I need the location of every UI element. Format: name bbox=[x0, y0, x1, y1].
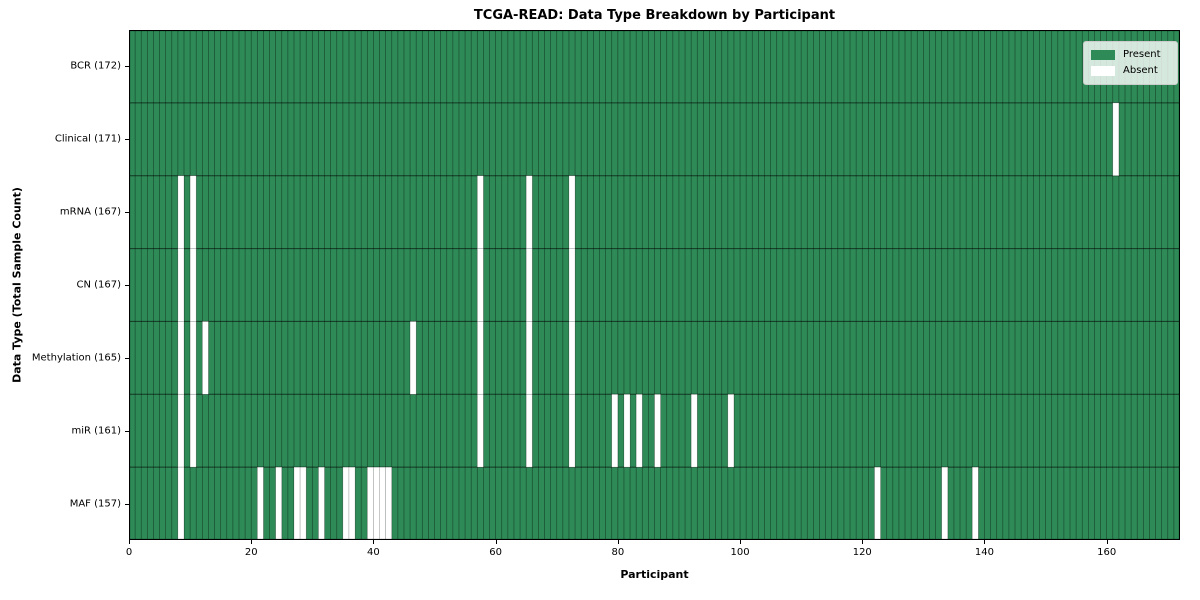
x-tick-mark bbox=[495, 540, 497, 544]
absent-cell-mRNA-57 bbox=[476, 175, 484, 249]
y-tick-label-mRNA: mRNA (167) bbox=[59, 206, 121, 218]
legend-label-present: Present bbox=[1123, 49, 1161, 60]
absent-cell-miR-83 bbox=[635, 393, 643, 468]
y-tick-label-BCR: BCR (172) bbox=[70, 60, 121, 72]
x-tick-mark bbox=[862, 540, 864, 544]
absent-cell-MAF-27 bbox=[293, 466, 301, 540]
absent-cell-Methylation-72 bbox=[568, 321, 576, 395]
x-tick-label-0: 0 bbox=[125, 547, 133, 558]
absent-cell-CN-10 bbox=[189, 248, 197, 322]
absent-swatch bbox=[1091, 66, 1115, 76]
absent-cell-miR-8 bbox=[177, 393, 185, 468]
x-axis-label: Participant bbox=[620, 568, 689, 581]
x-tick-mark bbox=[1106, 540, 1108, 544]
absent-cell-miR-10 bbox=[189, 393, 197, 468]
y-tick-label-CN: CN (167) bbox=[76, 279, 121, 291]
legend-item-absent: Absent bbox=[1091, 63, 1170, 79]
absent-cell-MAF-39 bbox=[366, 466, 374, 540]
heatmap-plot bbox=[129, 30, 1180, 540]
absent-cell-mRNA-10 bbox=[189, 175, 197, 249]
absent-cell-Methylation-8 bbox=[177, 321, 185, 395]
absent-cell-MAF-41 bbox=[379, 466, 386, 540]
x-tick-label-160: 160 bbox=[1097, 547, 1117, 558]
x-tick-mark bbox=[373, 540, 375, 544]
absent-cell-Methylation-65 bbox=[525, 321, 533, 395]
absent-cell-MAF-122 bbox=[874, 466, 881, 540]
absent-cell-miR-57 bbox=[476, 393, 484, 468]
absent-cell-miR-79 bbox=[611, 393, 619, 468]
x-tick-mark bbox=[984, 540, 986, 544]
absent-cell-miR-86 bbox=[654, 393, 661, 468]
x-tick-label-140: 140 bbox=[974, 547, 994, 558]
absent-cell-MAF-28 bbox=[299, 466, 307, 540]
x-tick-label-80: 80 bbox=[611, 547, 625, 558]
chart-title: TCGA-READ: Data Type Breakdown by Partic… bbox=[473, 8, 836, 23]
absent-cell-MAF-138 bbox=[971, 466, 979, 540]
x-tick-label-60: 60 bbox=[489, 547, 502, 558]
x-tick-label-40: 40 bbox=[367, 547, 380, 558]
y-axis-label: Data Type (Total Sample Count) bbox=[10, 187, 24, 383]
y-tick-label-Clinical: Clinical (171) bbox=[54, 133, 121, 145]
absent-cell-miR-92 bbox=[690, 393, 698, 468]
y-tick-label-miR: miR (161) bbox=[71, 425, 121, 437]
x-tick-mark bbox=[740, 540, 742, 544]
absent-cell-CN-65 bbox=[525, 248, 533, 322]
absent-cell-MAF-36 bbox=[348, 466, 356, 540]
absent-cell-miR-81 bbox=[623, 393, 631, 468]
x-tick-label-120: 120 bbox=[852, 547, 872, 558]
absent-cell-miR-72 bbox=[568, 393, 576, 468]
absent-cell-mRNA-65 bbox=[525, 175, 533, 249]
absent-cell-MAF-35 bbox=[342, 466, 350, 540]
absent-cell-MAF-40 bbox=[373, 466, 380, 540]
x-tick-label-20: 20 bbox=[244, 547, 258, 558]
absent-cell-Methylation-10 bbox=[189, 321, 197, 395]
absent-cell-MAF-42 bbox=[385, 466, 393, 540]
absent-cell-MAF-8 bbox=[177, 466, 185, 540]
absent-cell-Methylation-57 bbox=[476, 321, 484, 395]
absent-cell-mRNA-72 bbox=[568, 175, 576, 249]
absent-cell-CN-8 bbox=[177, 248, 185, 322]
absent-cell-Clinical-161 bbox=[1112, 102, 1120, 177]
legend: Present Absent bbox=[1083, 41, 1178, 85]
y-tick-label-Methylation: Methylation (165) bbox=[31, 352, 121, 364]
x-tick-label-100: 100 bbox=[730, 547, 750, 558]
absent-cell-miR-98 bbox=[727, 393, 735, 468]
absent-cell-CN-72 bbox=[568, 248, 576, 322]
absent-cell-mRNA-8 bbox=[177, 175, 185, 249]
present-swatch bbox=[1091, 50, 1115, 60]
absent-cell-miR-65 bbox=[525, 393, 533, 468]
y-tick-mark bbox=[125, 430, 129, 432]
absent-cell-CN-57 bbox=[476, 248, 484, 322]
y-tick-mark bbox=[125, 139, 129, 141]
absent-cell-MAF-21 bbox=[256, 466, 264, 540]
absent-cell-MAF-24 bbox=[275, 466, 283, 540]
x-tick-mark bbox=[251, 540, 253, 544]
y-tick-mark bbox=[125, 503, 129, 505]
y-tick-mark bbox=[125, 285, 129, 286]
legend-item-present: Present bbox=[1091, 47, 1170, 63]
x-tick-mark bbox=[129, 540, 130, 544]
absent-cell-MAF-133 bbox=[941, 466, 949, 540]
absent-cell-Methylation-12 bbox=[201, 321, 209, 395]
absent-cell-MAF-31 bbox=[318, 466, 325, 540]
y-tick-mark bbox=[125, 357, 129, 359]
y-tick-mark bbox=[125, 212, 129, 214]
x-tick-mark bbox=[617, 540, 619, 544]
absent-cell-Methylation-46 bbox=[409, 321, 417, 395]
y-tick-mark bbox=[125, 66, 129, 68]
y-tick-label-MAF: MAF (157) bbox=[69, 498, 121, 510]
legend-label-absent: Absent bbox=[1123, 65, 1158, 76]
